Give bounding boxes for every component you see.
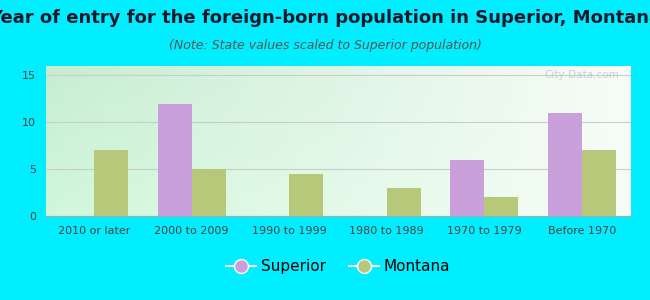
- Text: (Note: State values scaled to Superior population): (Note: State values scaled to Superior p…: [168, 39, 482, 52]
- Bar: [484, 197, 519, 216]
- Bar: [547, 113, 582, 216]
- Bar: [192, 169, 226, 216]
- Text: City-Data.com: City-Data.com: [544, 70, 619, 80]
- Bar: [387, 188, 421, 216]
- Bar: [450, 160, 484, 216]
- Bar: [157, 103, 192, 216]
- Bar: [94, 150, 129, 216]
- Legend: Superior, Montana: Superior, Montana: [220, 253, 456, 280]
- Bar: [289, 174, 324, 216]
- Bar: [582, 150, 616, 216]
- Text: Year of entry for the foreign-born population in Superior, Montana: Year of entry for the foreign-born popul…: [0, 9, 650, 27]
